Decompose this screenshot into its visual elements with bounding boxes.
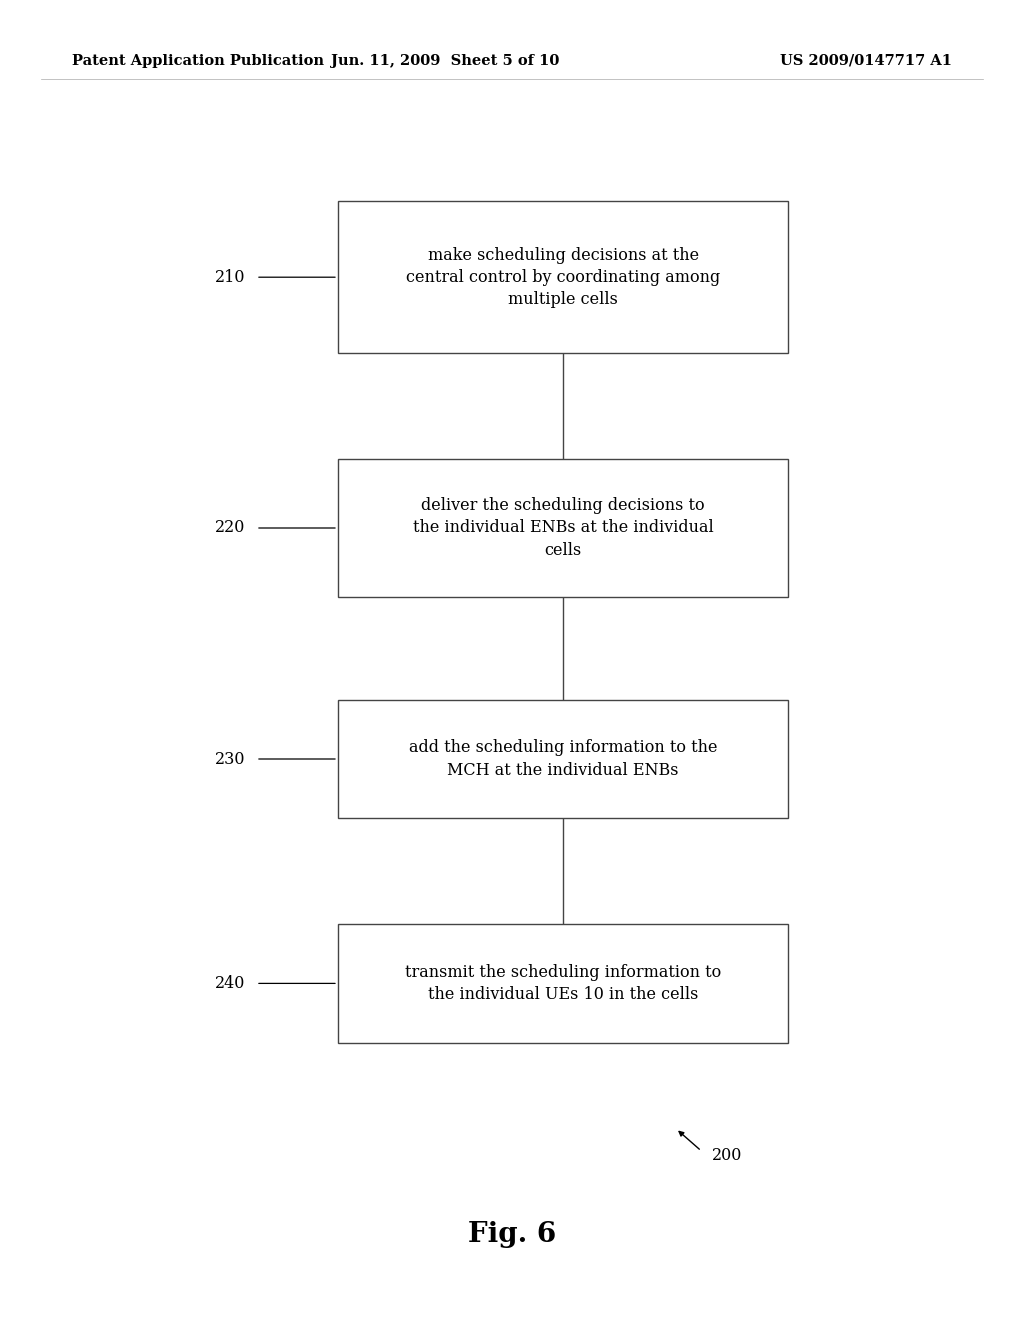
FancyBboxPatch shape — [338, 201, 788, 352]
Text: make scheduling decisions at the
central control by coordinating among
multiple : make scheduling decisions at the central… — [407, 247, 720, 308]
FancyBboxPatch shape — [338, 459, 788, 597]
Text: Patent Application Publication: Patent Application Publication — [72, 54, 324, 67]
Text: 210: 210 — [215, 269, 246, 285]
Text: 230: 230 — [215, 751, 246, 767]
Text: Jun. 11, 2009  Sheet 5 of 10: Jun. 11, 2009 Sheet 5 of 10 — [331, 54, 560, 67]
Text: deliver the scheduling decisions to
the individual ENBs at the individual
cells: deliver the scheduling decisions to the … — [413, 498, 714, 558]
Text: add the scheduling information to the
MCH at the individual ENBs: add the scheduling information to the MC… — [409, 739, 718, 779]
Text: Fig. 6: Fig. 6 — [468, 1221, 556, 1247]
Text: 240: 240 — [215, 975, 246, 991]
Text: 220: 220 — [215, 520, 246, 536]
FancyBboxPatch shape — [338, 700, 788, 818]
FancyBboxPatch shape — [338, 924, 788, 1043]
Text: transmit the scheduling information to
the individual UEs 10 in the cells: transmit the scheduling information to t… — [406, 964, 721, 1003]
Text: 200: 200 — [712, 1147, 742, 1163]
Text: US 2009/0147717 A1: US 2009/0147717 A1 — [780, 54, 952, 67]
